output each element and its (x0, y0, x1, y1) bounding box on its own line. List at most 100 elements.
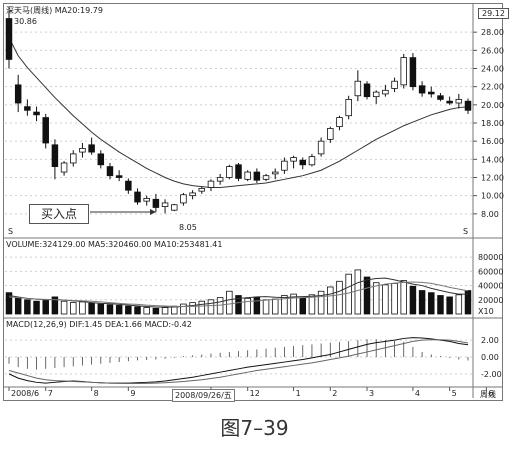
volume-bar (24, 299, 31, 315)
volume-bar (446, 296, 453, 315)
volume-bar (317, 290, 325, 315)
candle-body (125, 180, 132, 191)
volume-bar (115, 305, 123, 315)
x-tick-label: 1 (296, 389, 301, 398)
volume-header: VOLUME:324129.00 MA5:320460.00 MA10:2534… (6, 240, 223, 249)
volume-bar (281, 295, 288, 315)
price-tick-label: 26.00 (481, 46, 504, 55)
price-tick-label: 12.00 (481, 174, 504, 183)
x-tick-label: 8 (94, 389, 99, 398)
candle-body (143, 197, 150, 202)
candle-body (180, 194, 187, 204)
candle-body (115, 175, 123, 178)
period-label: 周线 (480, 390, 496, 399)
candle-body (216, 177, 224, 182)
price-tick-label: 10.00 (481, 192, 504, 201)
candle-body (161, 202, 169, 207)
volume-bar (134, 306, 141, 315)
volume-bar (400, 280, 407, 315)
volume-bar (391, 283, 398, 315)
low-price-label: 8.05 (179, 223, 197, 232)
price-header: 深天马(周线) MA20:19.79 (6, 6, 103, 15)
volume-bar (79, 301, 86, 315)
candle-body (464, 100, 472, 111)
volume-bar (33, 300, 40, 315)
candle-body (42, 117, 49, 144)
volume-bar (262, 299, 270, 315)
candle-body (336, 117, 343, 128)
cursor-date: 2008/09/26/五 (172, 389, 235, 402)
volume-bar (455, 294, 463, 315)
price-tick-label: 8.00 (481, 210, 499, 219)
candle-body (33, 111, 40, 116)
x-tick-label: 12 (250, 389, 260, 398)
candle-body (308, 156, 316, 166)
candle-body (134, 191, 141, 203)
candle-body (189, 192, 196, 197)
candle-body (5, 18, 13, 60)
candle-body (271, 171, 279, 175)
candle-body (51, 144, 59, 168)
volume-bar (271, 298, 279, 315)
candle-body (327, 128, 334, 140)
candle-body (455, 98, 463, 104)
x-tick-label: 5 (452, 389, 457, 398)
price-tick-label: 24.00 (481, 65, 504, 74)
candle-body (372, 91, 380, 98)
candle-body (60, 162, 68, 173)
volume-tick-label: 40000 (478, 282, 503, 291)
price-tick-label: 16.00 (481, 137, 504, 146)
volume-bar (14, 297, 22, 315)
volume-unit-label: X10 (478, 307, 494, 316)
ma20-line (8, 37, 469, 188)
volume-bar (244, 297, 251, 315)
volume-bar (253, 296, 261, 315)
price-tick-label: 18.00 (481, 119, 504, 128)
price-tick-label: 20.00 (481, 101, 504, 110)
volume-bar (418, 290, 426, 315)
candle-body (79, 148, 86, 153)
candle-body (354, 80, 362, 97)
x-tick-label: 2008/6 (11, 389, 39, 398)
x-tick-label: 2 (332, 389, 337, 398)
volume-bar (88, 302, 95, 315)
candle-body (290, 157, 297, 162)
volume-bar (382, 284, 389, 315)
candle-body (14, 84, 22, 104)
candle-body (418, 85, 426, 94)
candle-body (437, 95, 444, 100)
volume-bar (143, 307, 150, 315)
candle-body (207, 180, 215, 188)
volume-tick-label: 60000 (478, 267, 503, 276)
x-tick-label: 7 (48, 389, 53, 398)
buy-point-arrowhead (150, 209, 156, 215)
volume-bar (308, 294, 316, 315)
candle-body (106, 166, 114, 177)
corner-s-right: S (463, 227, 469, 236)
candle-body (88, 144, 95, 153)
candle-body (391, 80, 398, 89)
macd-tick-label: -2.00 (481, 370, 502, 379)
price-tick-label: 28.00 (481, 28, 504, 37)
candle-body (97, 153, 105, 166)
candle-body (262, 175, 270, 180)
volume-bar (42, 300, 49, 315)
candle-body (446, 100, 453, 104)
macd-tick-label: 0.00 (481, 353, 499, 362)
volume-bar (409, 285, 417, 315)
volume-bar (235, 295, 242, 315)
candle-body (299, 159, 307, 166)
volume-bar (437, 295, 444, 315)
volume-bar (189, 302, 196, 315)
x-tick-label: 9 (130, 389, 135, 398)
volume-bar (336, 280, 343, 315)
candle-body (382, 89, 389, 95)
candle-body (253, 171, 261, 181)
volume-bar (207, 299, 215, 315)
candle-body (409, 57, 417, 88)
x-tick-label: 4 (415, 389, 420, 398)
volume-bar (354, 269, 362, 315)
high-price-label: 30.86 (14, 17, 37, 26)
candle-body (400, 57, 407, 86)
candle-body (363, 83, 371, 98)
